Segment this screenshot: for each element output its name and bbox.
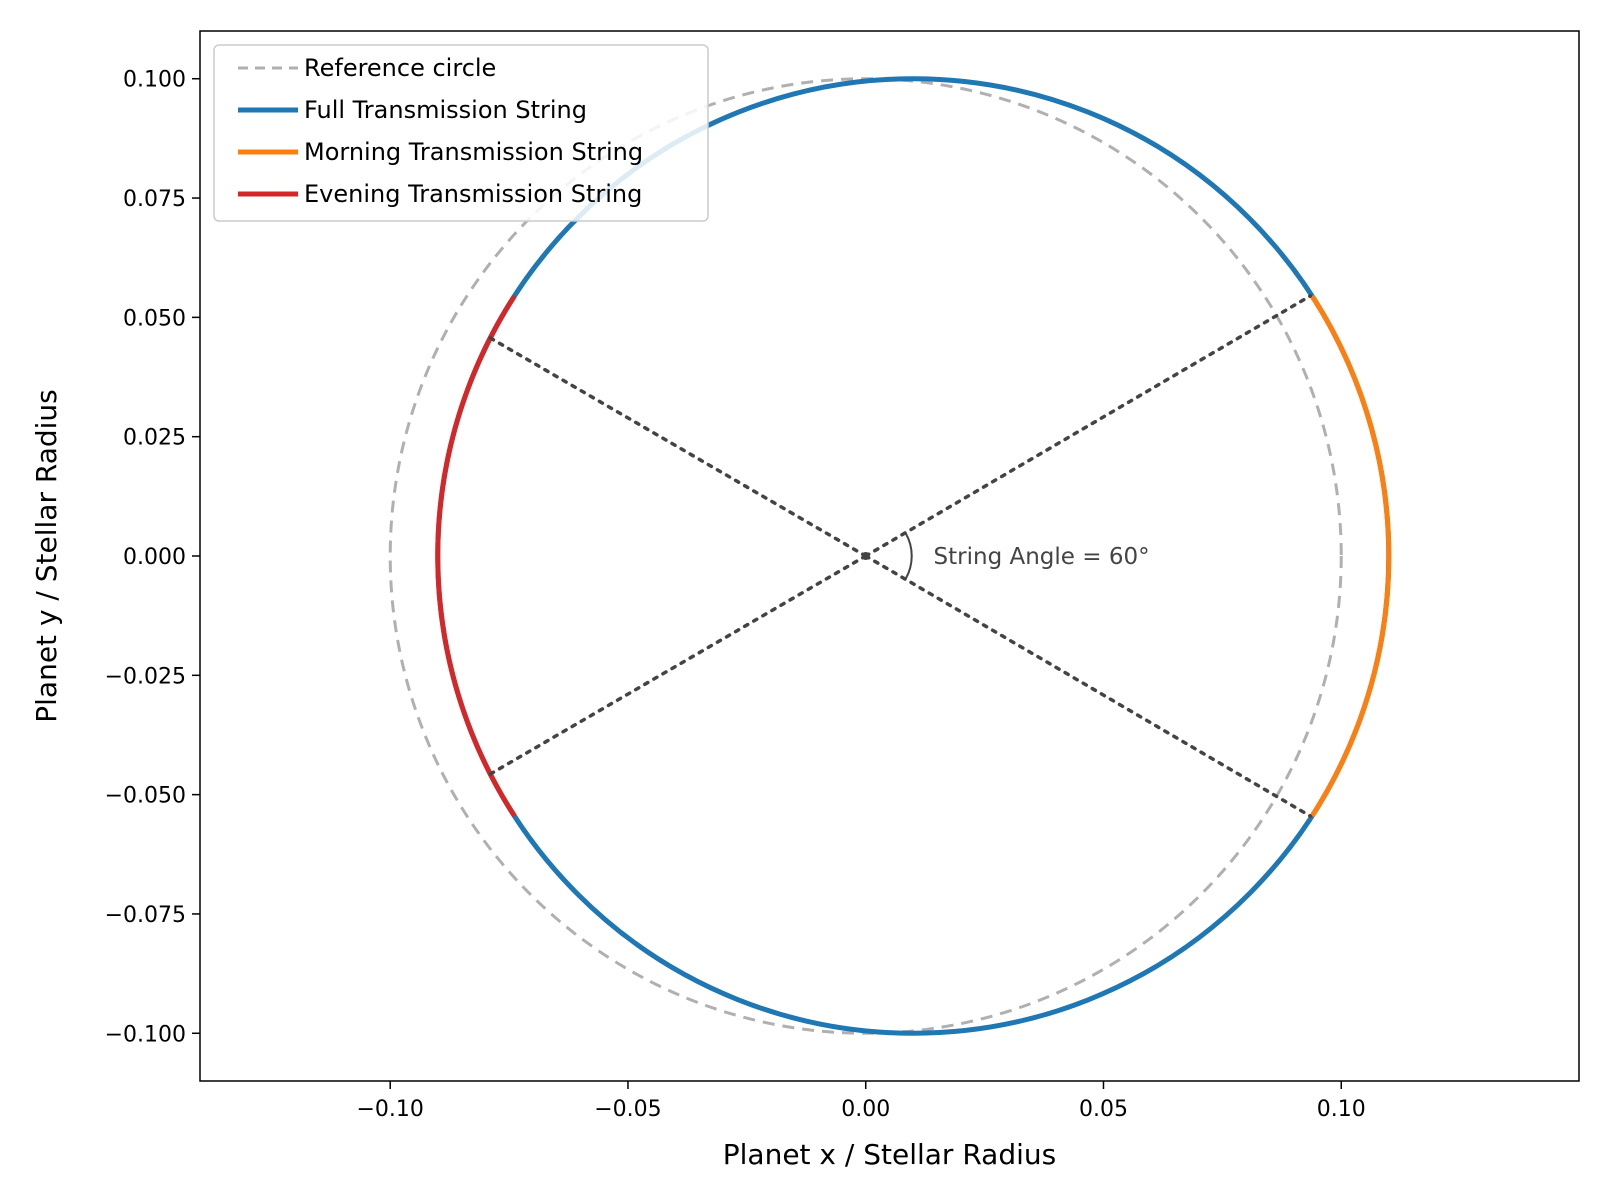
string-angle-annotation: String Angle = 60° [934,544,1150,570]
series-morning-transmission-string [1309,294,1392,818]
angle-arc [904,532,913,580]
string-line-3 [485,334,868,558]
legend: Reference circle Full Transmission String… [213,44,709,222]
legend-label-3: Morning Transmission String [304,138,643,166]
legend-label-2: Full Transmission String [304,96,587,124]
x-tick-label: 0.10 [1317,1097,1366,1122]
x-tick-label: 0.05 [1079,1097,1128,1122]
y-tick-label: −0.050 [105,784,186,809]
y-axis-label: Planet y / Stellar Radius [30,389,63,722]
series-full-transmission-string [435,76,1392,1036]
string-line-4 [485,554,868,778]
legend-label-4: Evening Transmission String [304,180,642,208]
y-tick-label: 0.000 [123,545,186,570]
x-tick-label: −0.10 [356,1097,423,1122]
y-tick-label: −0.100 [105,1022,186,1047]
legend-label-1: Reference circle [304,54,496,82]
string-line-2 [863,554,1313,818]
plot-area: String Angle = 60° [388,76,1392,1036]
x-tick-label: 0.00 [841,1097,890,1122]
legend-box [213,44,709,222]
y-tick-label: 0.075 [123,187,186,212]
y-tick-label: −0.075 [105,903,186,928]
y-tick-label: 0.050 [123,306,186,331]
series-evening-transmission-string [435,294,517,818]
string-origin-point [861,552,870,560]
y-tick-label: 0.100 [123,68,186,93]
axes: −0.10 −0.05 0.00 0.05 0.10 0.100 0.075 0.050 0.0… [30,30,1580,1171]
x-tick-label: −0.05 [594,1097,661,1122]
string-line-1 [863,294,1313,558]
y-tick-label: −0.025 [105,664,186,689]
x-axis-label: Planet x / Stellar Radius [723,1138,1056,1171]
y-tick-label: 0.025 [123,426,186,451]
